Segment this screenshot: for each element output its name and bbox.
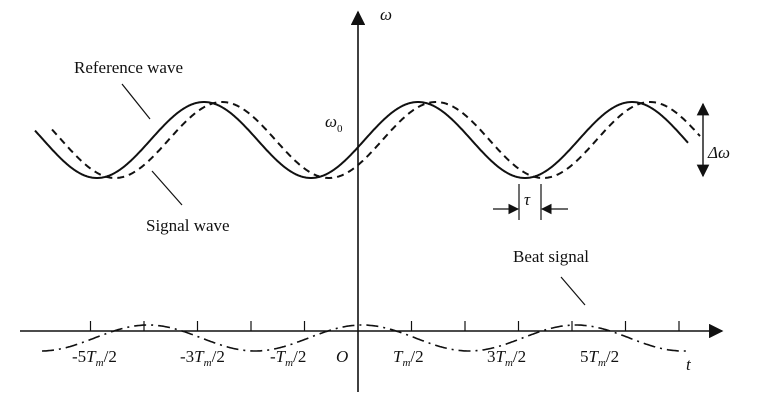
beat-signal-curve: [42, 324, 691, 352]
signal-wave-curve: [51, 101, 701, 179]
omega-axis-label: ω: [380, 5, 392, 24]
tau-label: τ: [524, 190, 531, 209]
time-axis-ticks: [89, 321, 680, 331]
tick-label: 5Tm/2: [580, 347, 619, 369]
origin-label: O: [336, 347, 348, 366]
tick-label: -5Tm/2: [72, 347, 117, 369]
reference-wave-label: Reference wave: [74, 58, 183, 77]
signal-wave-label: Signal wave: [146, 216, 230, 235]
signal-wave-leader: [151, 170, 183, 206]
tick-label: 3Tm/2: [487, 347, 526, 369]
omega0-label: ω0: [325, 112, 343, 135]
tick-label: Tm/2: [393, 347, 424, 369]
beat-signal-leader: [560, 276, 586, 306]
reference-wave-curve: [34, 101, 689, 179]
tick-label: -3Tm/2: [180, 347, 225, 369]
reference-wave-leader: [121, 83, 151, 120]
tick-label: -Tm/2: [270, 347, 306, 369]
time-axis-label: t: [686, 355, 692, 374]
beat-signal-label: Beat signal: [513, 247, 589, 266]
delta-omega-label: Δω: [707, 143, 730, 162]
